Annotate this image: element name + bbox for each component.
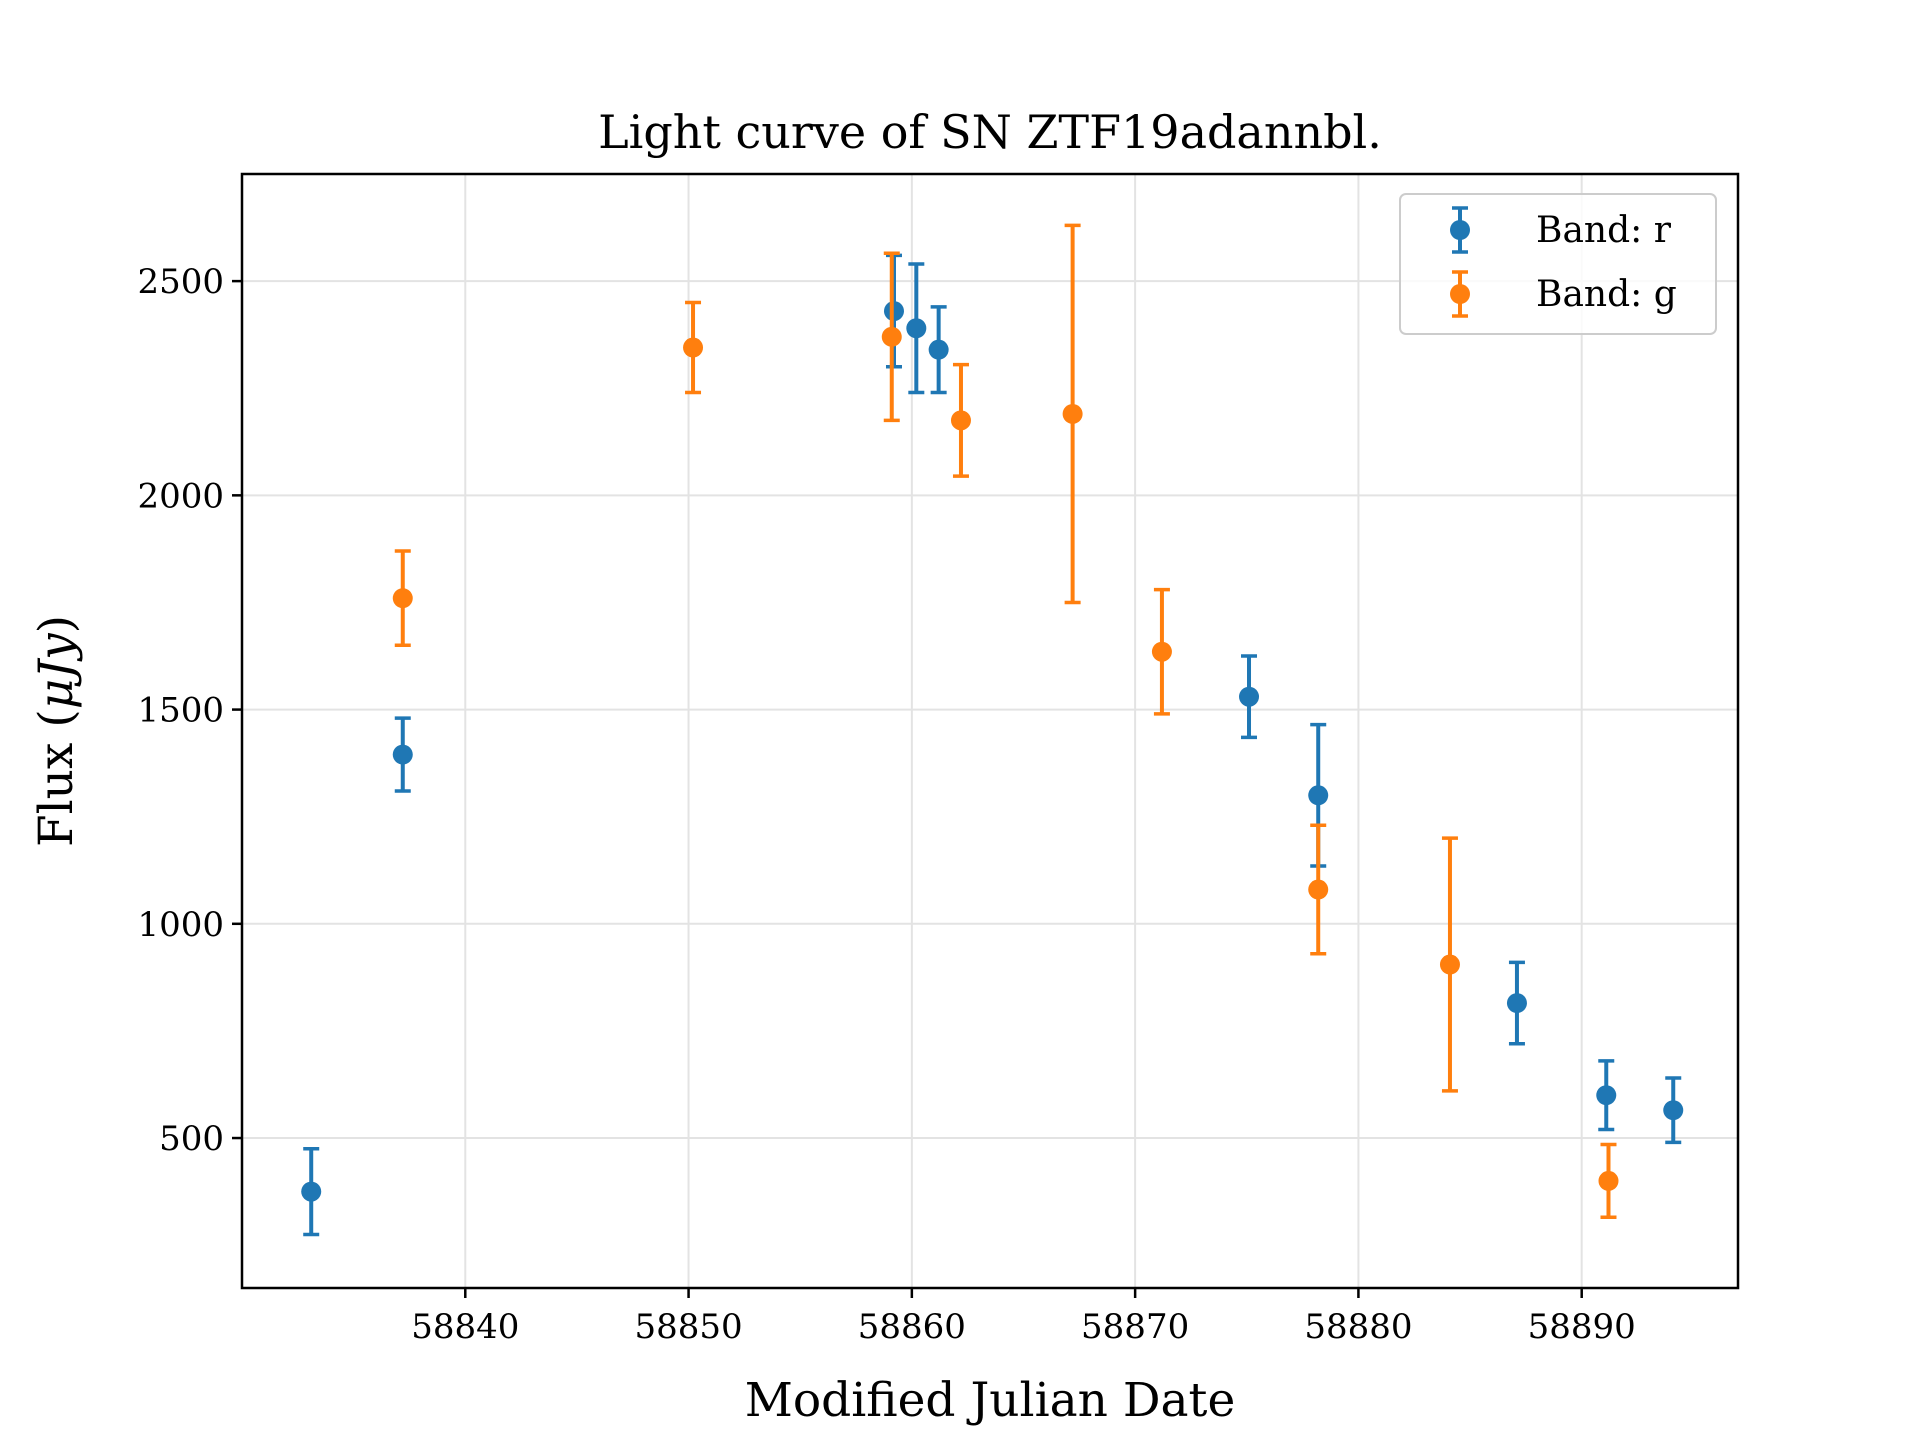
x-tick-label: 58880	[1304, 1307, 1412, 1347]
data-point	[883, 301, 904, 322]
data-point	[301, 1181, 322, 1202]
legend-label: Band: g	[1536, 274, 1677, 315]
y-axis-label-suffix: )	[29, 615, 84, 633]
x-tick-label: 58870	[1081, 1307, 1189, 1347]
x-axis-label: Modified Julian Date	[745, 1373, 1236, 1428]
x-tick-label: 58840	[411, 1307, 519, 1347]
data-point	[1506, 993, 1527, 1014]
plot-frame	[240, 172, 1740, 1290]
data-point	[1151, 641, 1172, 662]
data-point	[928, 339, 949, 360]
y-tick-label: 1500	[137, 691, 224, 731]
data-point	[1598, 1170, 1619, 1191]
legend-box	[1399, 193, 1717, 335]
data-point	[1062, 403, 1083, 424]
y-axis-label-text: Flux (	[29, 709, 84, 847]
data-point	[392, 744, 413, 765]
legend-marker	[1450, 284, 1470, 304]
y-tick-label: 1000	[137, 905, 224, 945]
legend-marker	[1450, 220, 1470, 240]
data-point	[906, 318, 927, 339]
y-axis-label: Flux (μJy)	[29, 615, 84, 847]
chart-title: Light curve of SN ZTF19adannbl.	[598, 105, 1382, 159]
y-tick-label: 2000	[137, 476, 224, 516]
grid	[242, 174, 1738, 1288]
x-tick-label: 58890	[1528, 1307, 1636, 1347]
series-r	[301, 253, 1684, 1237]
data-point	[1239, 686, 1260, 707]
axis-ticks: 58840 58850 58860 58870 58880 58890 500 1000 150…	[137, 262, 1635, 1347]
data-point	[1308, 879, 1329, 900]
data-points	[301, 223, 1684, 1237]
data-point	[1308, 785, 1329, 806]
x-tick-label: 58860	[858, 1307, 966, 1347]
data-point	[1596, 1085, 1617, 1106]
y-axis-label-unit: μJy	[29, 632, 84, 709]
data-point	[881, 326, 902, 347]
legend-entries: Band: r Band: g	[1450, 206, 1677, 318]
y-tick-label: 2500	[137, 262, 224, 302]
y-tick-label: 500	[159, 1119, 224, 1159]
data-point	[683, 337, 704, 358]
series-g	[392, 223, 1619, 1220]
x-tick-label: 58850	[634, 1307, 742, 1347]
legend-label: Band: r	[1536, 210, 1672, 251]
legend: Band: r Band: g	[1399, 193, 1717, 335]
data-point	[392, 588, 413, 609]
data-point	[1439, 954, 1460, 975]
data-point	[950, 410, 971, 431]
data-point	[1663, 1100, 1684, 1121]
